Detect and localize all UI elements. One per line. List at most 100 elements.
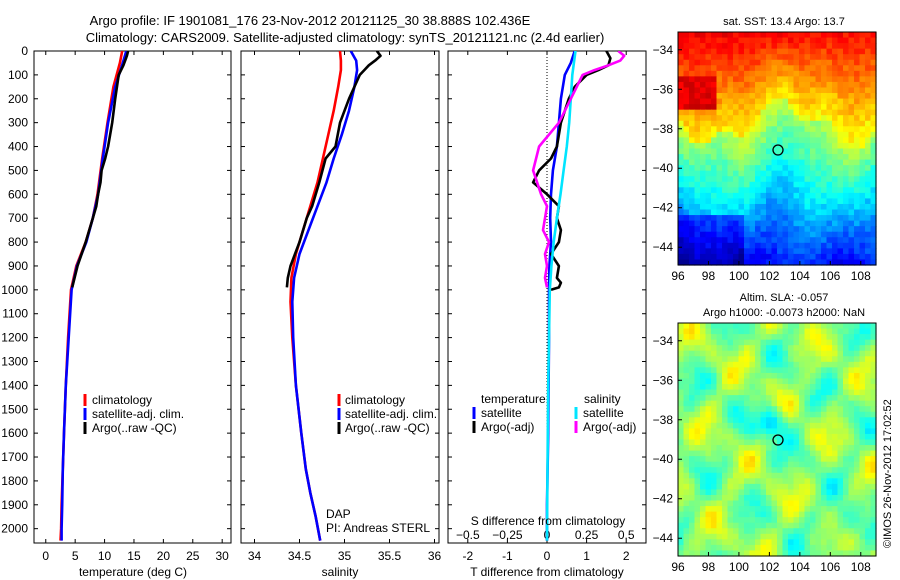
- sst-cell: [733, 187, 740, 194]
- sst-cell: [683, 203, 690, 211]
- sla-cell: [788, 328, 795, 335]
- sst-cell: [865, 259, 872, 266]
- sst-cell: [826, 37, 833, 44]
- sla-cell: [760, 406, 767, 413]
- sla-cell: [711, 439, 718, 446]
- sla-cell: [733, 550, 740, 557]
- sla-cell: [716, 323, 723, 330]
- sla-cell: [848, 356, 855, 363]
- sla-cell: [804, 433, 811, 441]
- sst-cell: [716, 126, 723, 133]
- sst-cell: [744, 159, 751, 166]
- sst-cell: [815, 98, 822, 105]
- sst-cell: [705, 154, 712, 161]
- sla-cell: [711, 494, 718, 502]
- sla-cell: [733, 367, 740, 374]
- sla-cell: [700, 478, 707, 485]
- sla-cell: [815, 517, 822, 524]
- sla-cell: [859, 439, 866, 446]
- sla-cell: [837, 334, 844, 341]
- sst-cell: [738, 98, 745, 105]
- sst-cell: [733, 54, 740, 61]
- sst-cell: [678, 37, 685, 44]
- sst-cell: [755, 109, 762, 116]
- sla-cell: [788, 528, 795, 535]
- sst-cell: [749, 65, 756, 72]
- sla-cell: [689, 528, 696, 535]
- sst-cell: [826, 142, 833, 150]
- sla-cell: [810, 533, 817, 540]
- sst-cell: [727, 253, 734, 261]
- sla-cell: [815, 372, 822, 380]
- sla-cell: [865, 356, 872, 363]
- sst-cell: [826, 43, 833, 50]
- sst-cell: [843, 104, 850, 111]
- sst-cell: [722, 253, 729, 261]
- sst-cell: [782, 142, 789, 150]
- sla-cell: [810, 389, 817, 396]
- sst-cell: [683, 242, 690, 249]
- sla-cell: [777, 378, 784, 385]
- sla-cell: [804, 467, 811, 474]
- sla-cell: [865, 323, 872, 330]
- sla-cell: [755, 428, 762, 435]
- sla-cell: [755, 550, 762, 557]
- x-tick-label: 0: [42, 549, 49, 563]
- sst-cell: [766, 109, 773, 116]
- sst-cell: [854, 76, 861, 83]
- sst-cell: [711, 70, 718, 77]
- sla-cell: [865, 345, 872, 352]
- sla-cell: [821, 445, 828, 452]
- sla-cell: [854, 400, 861, 407]
- sst-cell: [843, 70, 850, 77]
- sst-cell: [832, 137, 839, 144]
- sst-cell: [815, 120, 822, 127]
- sla-cell: [821, 411, 828, 418]
- sla-cell: [815, 461, 822, 468]
- sst-cell: [815, 81, 822, 89]
- sst-cell: [733, 242, 740, 249]
- sst-cell: [854, 120, 861, 127]
- sla-cell: [837, 467, 844, 474]
- sla-cell: [865, 489, 872, 496]
- sla-cell: [760, 478, 767, 485]
- sla-cell: [733, 467, 740, 474]
- sla-cell: [744, 456, 751, 463]
- sla-cell: [689, 433, 696, 441]
- sst-cell: [815, 126, 822, 133]
- sla-cell: [733, 456, 740, 463]
- sst-cell: [815, 248, 822, 255]
- sla-cell: [777, 372, 784, 380]
- sst-cell: [799, 220, 806, 227]
- sla-cell: [694, 389, 701, 396]
- sst-cell: [738, 242, 745, 249]
- sst-cell: [843, 54, 850, 61]
- sla-cell: [821, 539, 828, 546]
- sla-cell: [865, 411, 872, 418]
- sst-cell: [705, 159, 712, 166]
- sst-cell: [870, 81, 877, 89]
- sst-cell: [804, 109, 811, 116]
- sla-cell: [777, 550, 784, 557]
- sst-cell: [777, 192, 784, 200]
- sst-cell: [760, 109, 767, 116]
- sla-cell: [755, 339, 762, 346]
- sst-cell: [843, 181, 850, 188]
- sst-cell: [694, 203, 701, 211]
- sst-cell: [766, 48, 773, 55]
- sla-cell: [854, 522, 861, 529]
- sst-cell: [683, 159, 690, 166]
- sst-cell: [810, 48, 817, 55]
- sst-cell: [678, 81, 685, 89]
- sla-cell: [815, 334, 822, 341]
- sst-cell: [859, 181, 866, 188]
- sst-cell: [766, 104, 773, 111]
- sst-cell: [711, 43, 718, 50]
- sla-cell: [788, 323, 795, 330]
- sla-cell: [826, 550, 833, 557]
- sla-cell: [793, 506, 800, 513]
- sla-cell: [777, 367, 784, 374]
- sst-cell: [705, 76, 712, 83]
- sst-cell: [782, 215, 789, 222]
- sst-cell: [821, 209, 828, 216]
